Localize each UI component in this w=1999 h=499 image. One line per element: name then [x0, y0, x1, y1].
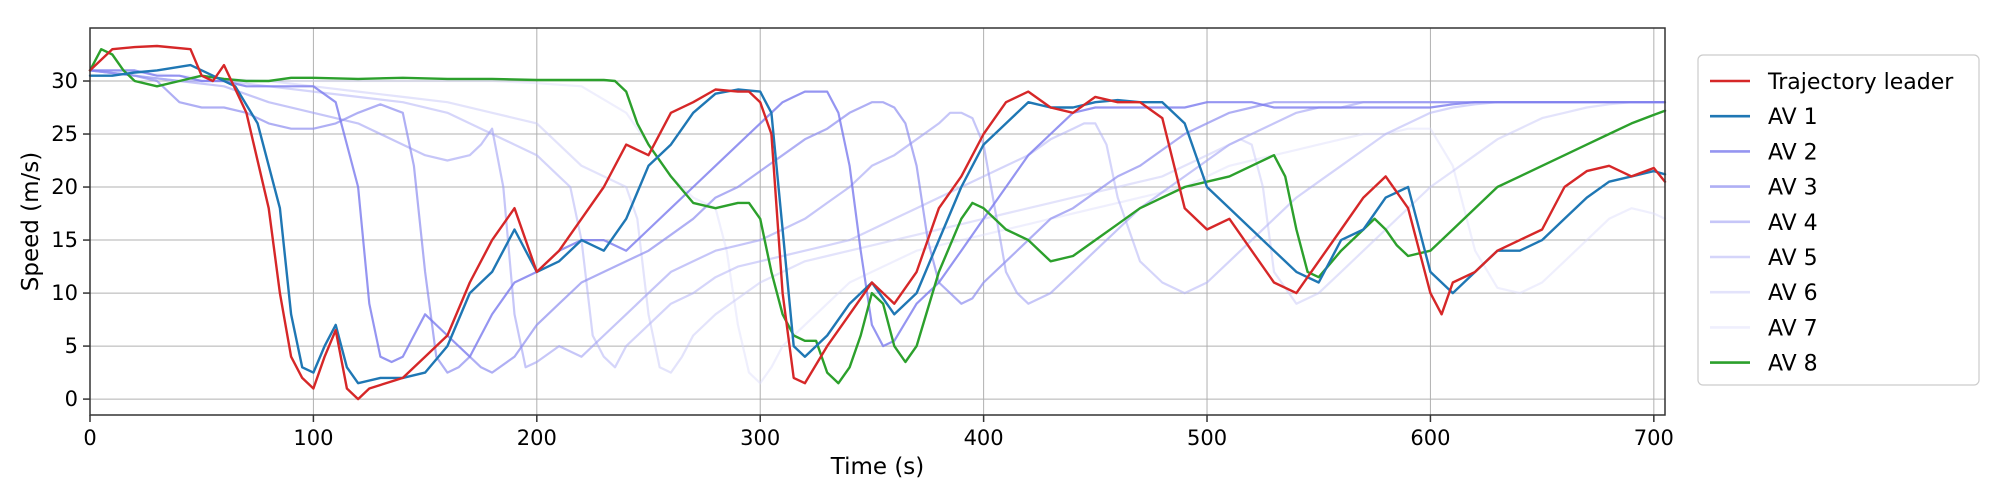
legend-label: AV 5 — [1768, 246, 1818, 271]
legend-label: AV 6 — [1768, 281, 1818, 306]
y-tick-label: 20 — [51, 175, 78, 199]
y-axis-label: Speed (m/s) — [18, 152, 44, 292]
series-layer — [88, 44, 1667, 401]
series-line-trajectory-leader — [88, 44, 1667, 401]
series-line-av-2 — [88, 69, 1667, 364]
series-line-av-1 — [88, 63, 1667, 385]
legend-label: AV 1 — [1768, 105, 1818, 130]
x-tick-label: 400 — [964, 426, 1004, 450]
series-line-av-7 — [88, 69, 1667, 385]
x-tick-label: 700 — [1634, 426, 1674, 450]
x-tick-label: 0 — [83, 426, 96, 450]
x-tick-label: 200 — [517, 426, 557, 450]
series-line-av-5 — [88, 69, 1667, 369]
legend-box — [1697, 54, 1980, 386]
y-tick-label: 30 — [51, 69, 78, 93]
legend-label: AV 7 — [1768, 316, 1818, 341]
legend: Trajectory leader AV 1 AV 2 AV 3 AV 4 AV 5 AV … — [1697, 54, 1980, 386]
y-tick-label: 15 — [51, 228, 78, 252]
x-tick-label: 600 — [1410, 426, 1450, 450]
y-tick-label: 0 — [65, 387, 78, 411]
series-line-av-4 — [88, 69, 1667, 369]
chart-grid — [89, 28, 1665, 415]
y-tick-label: 25 — [51, 122, 78, 146]
x-tick-label: 100 — [293, 426, 333, 450]
series-line-av-3 — [88, 69, 1667, 374]
legend-label: AV 2 — [1768, 140, 1818, 165]
y-tick-label: 10 — [51, 281, 78, 305]
legend-label: AV 3 — [1768, 176, 1818, 201]
plot-frame — [89, 27, 1666, 416]
x-tick-label: 300 — [740, 426, 780, 450]
x-tick-label: 500 — [1187, 426, 1227, 450]
x-axis-label: Time (s) — [830, 454, 925, 480]
legend-label: AV 4 — [1768, 211, 1818, 236]
legend-label: AV 8 — [1768, 352, 1818, 377]
y-tick-label: 5 — [65, 334, 78, 358]
series-line-av-8 — [88, 48, 1667, 385]
axis-ticks: 0 100 200 300 400 500 600 700 0 5 10 15 20 25 30 — [51, 69, 1674, 450]
legend-label: Trajectory leader — [1767, 70, 1954, 95]
